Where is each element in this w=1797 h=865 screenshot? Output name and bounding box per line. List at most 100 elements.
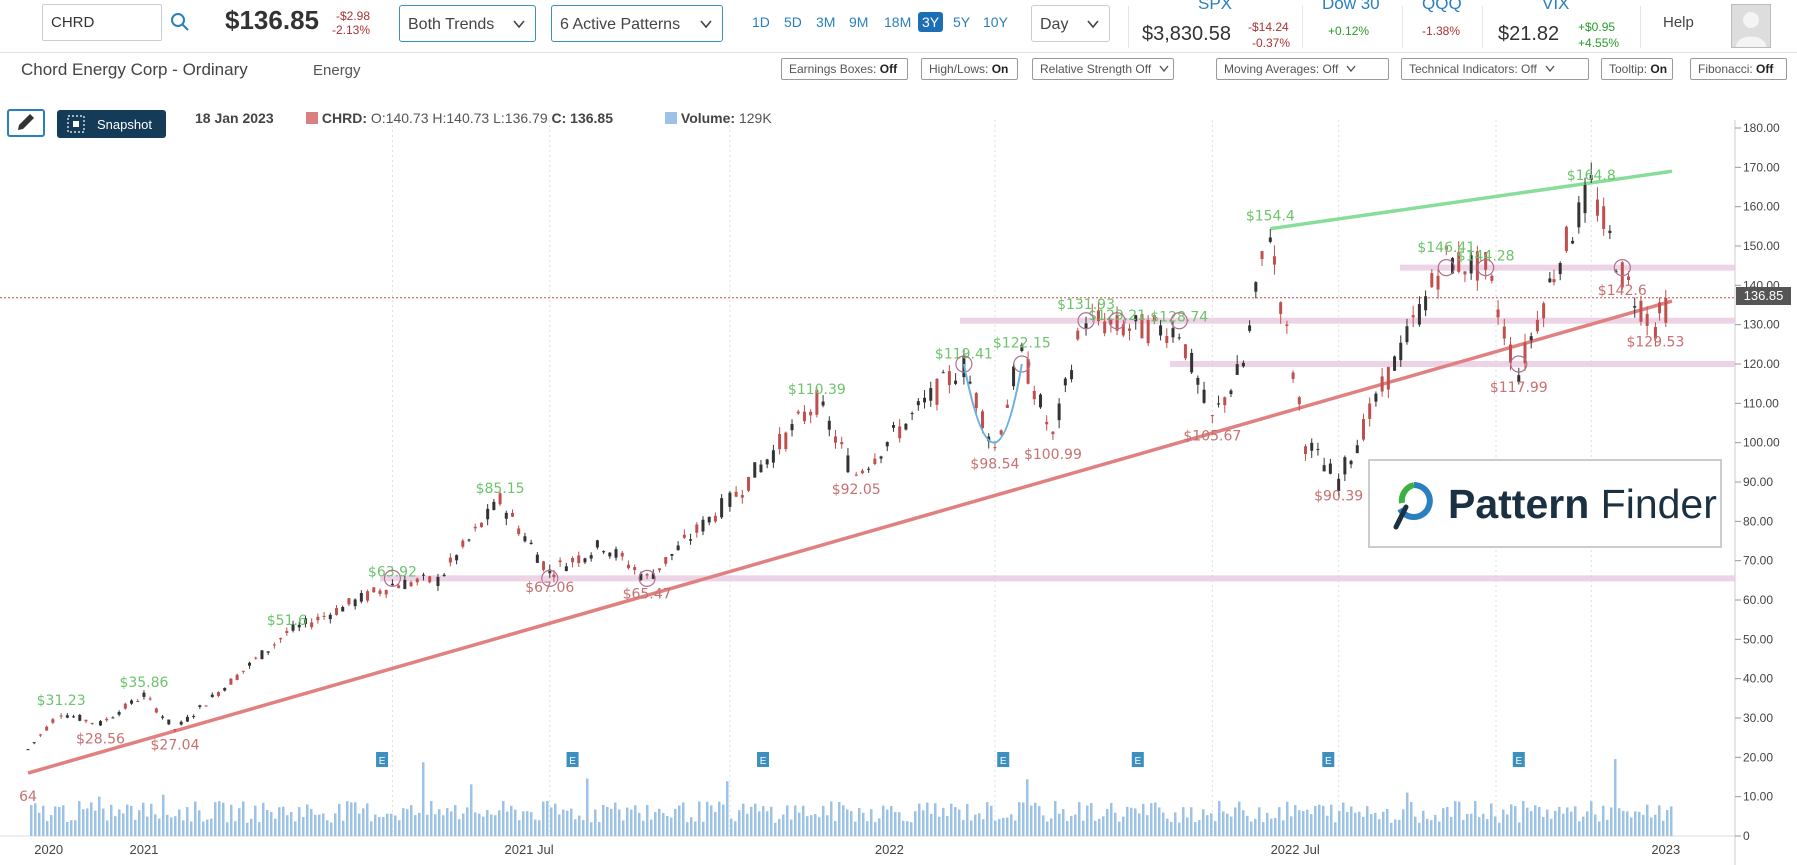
candle-body [827, 420, 831, 430]
candle-body [589, 555, 593, 559]
y-tick-label: 10.00 [1743, 790, 1773, 804]
high-label: $51.6 [267, 613, 307, 629]
divider [1402, 6, 1403, 48]
index-spx[interactable]: SPX $3,830.58 -$14.24 -0.37% [1142, 0, 1291, 50]
range-18m[interactable]: 18M [884, 14, 912, 30]
candle-body [1202, 389, 1206, 403]
volume-bar [1646, 804, 1649, 836]
moving-averages-dropdown[interactable]: Moving Averages: Off [1216, 58, 1389, 80]
volume-bar [1030, 805, 1033, 836]
tooltip-toggle[interactable]: Tooltip: On [1601, 58, 1673, 80]
ticker-search-input[interactable] [42, 4, 162, 41]
candle-body [1653, 326, 1657, 339]
range-10y[interactable]: 10Y [983, 14, 1008, 30]
volume-bar [642, 820, 645, 836]
volume-bar [1050, 818, 1053, 836]
volume-bar [1430, 820, 1433, 836]
volume-bar [1178, 822, 1181, 836]
volume-bar [762, 806, 765, 836]
range-5d[interactable]: 5D [784, 14, 802, 30]
x-tick-label: 2023 [1651, 842, 1680, 857]
volume-bar [1278, 807, 1281, 836]
candle-body [1589, 174, 1593, 180]
volume-bar [90, 802, 93, 836]
volume-bar [902, 820, 905, 836]
volume-bar [870, 809, 873, 836]
volume-bar [1498, 822, 1501, 836]
volume-bar [542, 801, 545, 836]
help-link[interactable]: Help [1663, 14, 1694, 31]
candle-body [98, 721, 102, 726]
candle-body [1451, 258, 1455, 274]
search-icon[interactable] [170, 12, 190, 32]
index-vix[interactable]: VIX $21.82 +$0.95 +4.55% [1498, 0, 1620, 50]
candle-body [1469, 255, 1473, 274]
volume-bar [738, 810, 741, 836]
volume-bar [570, 808, 573, 836]
earnings-marker [1512, 752, 1525, 767]
volume-bar [830, 801, 833, 836]
trend-select[interactable]: Both Trends [399, 5, 536, 42]
interval-select[interactable]: Day [1031, 5, 1110, 42]
candle-body [1424, 296, 1428, 311]
range-9m[interactable]: 9M [849, 14, 869, 30]
candle-body [65, 715, 69, 718]
volume-bar [838, 802, 841, 836]
volume-bar [1174, 812, 1177, 836]
volume-bar [978, 813, 981, 836]
volume-bar [1426, 819, 1429, 836]
candle-body [916, 401, 920, 406]
volume-bar [338, 803, 341, 836]
candle-body [602, 551, 606, 553]
volume-bar [1198, 820, 1201, 836]
volume-bar [606, 806, 609, 836]
earnings-boxes-toggle[interactable]: Earnings Boxes: Off [781, 58, 908, 80]
high-lows-toggle[interactable]: High/Lows: On [921, 58, 1018, 80]
low-label: $67.06 [525, 580, 574, 596]
candle-body [1310, 442, 1314, 451]
candle-body [759, 464, 763, 473]
volume-bar [1458, 801, 1461, 836]
volume-bar [1638, 811, 1641, 836]
volume-readout: Volume: 129K [665, 110, 772, 126]
range-5y[interactable]: 5Y [953, 14, 971, 30]
patterns-select[interactable]: 6 Active Patterns [551, 5, 723, 42]
candle-body [1115, 314, 1119, 331]
snapshot-icon [67, 115, 85, 133]
volume-bar [202, 821, 205, 836]
volume-bar [1490, 803, 1493, 836]
candle-body [1664, 298, 1668, 323]
candle-body [1645, 313, 1649, 326]
volume-bar [434, 814, 437, 836]
technical-indicators-dropdown[interactable]: Technical Indicators: Off [1401, 58, 1589, 80]
avatar[interactable] [1731, 4, 1771, 48]
range-1d[interactable]: 1D [752, 14, 770, 30]
volume-bar [1538, 807, 1541, 836]
volume-bar [1158, 807, 1161, 836]
index-qqq[interactable]: QQQ -1.38% [1422, 0, 1462, 38]
volume-bar [754, 803, 757, 836]
candle-body [1380, 376, 1384, 392]
draw-button[interactable] [7, 109, 45, 137]
price-chart[interactable]: 180.00170.00160.00150.00140.00130.00120.… [0, 120, 1797, 865]
candle-body [747, 476, 751, 491]
index-dow30[interactable]: Dow 30 +0.12% [1322, 0, 1380, 38]
volume-bar [914, 811, 917, 836]
volume-bar [1318, 804, 1321, 836]
range-3m[interactable]: 3M [816, 14, 836, 30]
candle-body [904, 423, 908, 430]
candle-body [1444, 246, 1448, 250]
candle-body [45, 726, 49, 731]
candle-body [1291, 372, 1295, 379]
volume-bar [1542, 816, 1545, 836]
range-3y[interactable]: 3Y [918, 12, 944, 32]
volume-bar [1142, 803, 1145, 836]
volume-bar [506, 811, 509, 836]
volume-bar [414, 815, 417, 836]
candle-body [968, 381, 972, 384]
relative-strength-dropdown[interactable]: Relative Strength Off [1032, 58, 1174, 80]
candle-body [929, 388, 933, 401]
fibonacci-toggle[interactable]: Fibonacci: Off [1690, 58, 1787, 80]
snapshot-button[interactable]: Snapshot [57, 110, 166, 138]
volume-bar [82, 809, 85, 836]
